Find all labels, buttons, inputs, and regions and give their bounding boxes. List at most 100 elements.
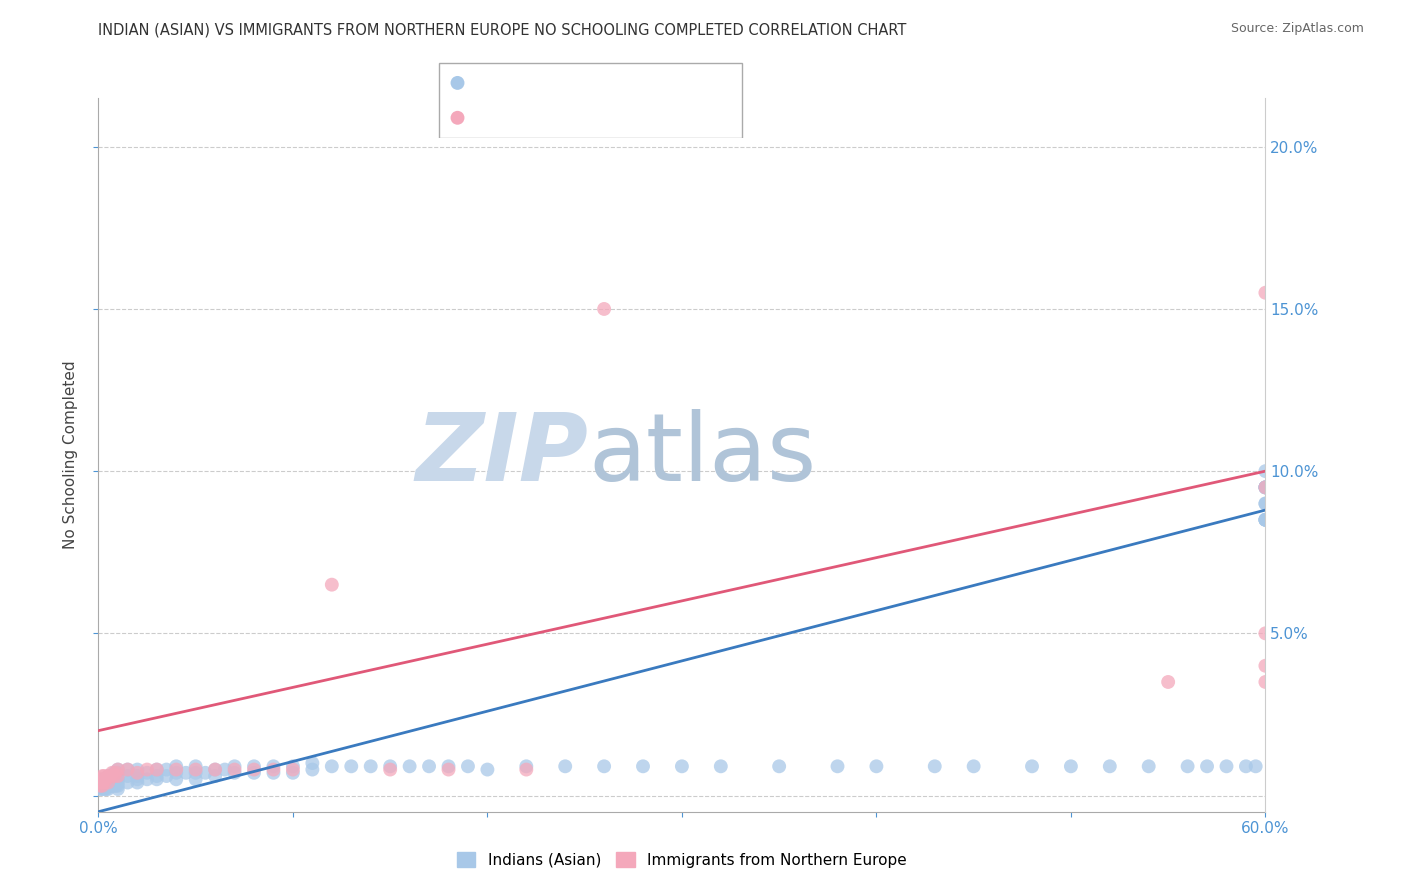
Point bbox=[117, 763, 139, 777]
Point bbox=[127, 775, 149, 789]
Y-axis label: No Schooling Completed: No Schooling Completed bbox=[63, 360, 77, 549]
Point bbox=[127, 769, 149, 783]
Point bbox=[184, 763, 207, 777]
Point bbox=[101, 779, 124, 793]
Point bbox=[136, 772, 159, 787]
Point bbox=[117, 763, 139, 777]
Point bbox=[243, 759, 266, 773]
Text: R = 0.685   N = 110: R = 0.685 N = 110 bbox=[485, 76, 668, 91]
Point bbox=[91, 779, 114, 793]
Point bbox=[1254, 480, 1277, 494]
Point bbox=[768, 759, 790, 773]
Point bbox=[360, 759, 382, 773]
Point bbox=[93, 782, 115, 797]
Point bbox=[1254, 513, 1277, 527]
Point bbox=[96, 772, 118, 787]
Point bbox=[1098, 759, 1121, 773]
Point bbox=[865, 759, 887, 773]
Point bbox=[146, 772, 169, 787]
Point bbox=[437, 763, 460, 777]
Point bbox=[97, 775, 120, 789]
Point bbox=[184, 765, 207, 780]
Point bbox=[146, 763, 169, 777]
Point bbox=[155, 763, 177, 777]
Point bbox=[98, 769, 121, 783]
Point bbox=[710, 759, 733, 773]
Point bbox=[593, 301, 616, 316]
Point bbox=[93, 779, 115, 793]
Point bbox=[962, 759, 984, 773]
Point bbox=[136, 763, 159, 777]
Point bbox=[457, 759, 479, 773]
Point bbox=[104, 772, 127, 787]
Point bbox=[224, 763, 246, 777]
Point bbox=[89, 775, 111, 789]
Text: R = 0.379   N = 39: R = 0.379 N = 39 bbox=[485, 111, 658, 126]
Point bbox=[321, 759, 343, 773]
Point bbox=[378, 759, 402, 773]
Point bbox=[104, 779, 127, 793]
Point bbox=[1060, 759, 1083, 773]
Point bbox=[262, 759, 284, 773]
Point bbox=[107, 763, 129, 777]
Point bbox=[91, 772, 114, 787]
Point bbox=[1254, 513, 1277, 527]
Point bbox=[107, 765, 129, 780]
Point bbox=[446, 76, 468, 90]
Point bbox=[101, 775, 124, 789]
Point bbox=[1254, 626, 1277, 640]
Point bbox=[136, 765, 159, 780]
Point bbox=[101, 765, 124, 780]
Point bbox=[1254, 285, 1277, 300]
Point bbox=[98, 775, 121, 789]
Point bbox=[1137, 759, 1160, 773]
Point bbox=[398, 759, 420, 773]
Point bbox=[96, 772, 118, 787]
Point bbox=[1254, 497, 1277, 511]
Text: Source: ZipAtlas.com: Source: ZipAtlas.com bbox=[1230, 22, 1364, 36]
Point bbox=[89, 775, 111, 789]
Point bbox=[89, 782, 111, 797]
Point bbox=[103, 765, 125, 780]
Point bbox=[477, 763, 499, 777]
Point bbox=[262, 763, 284, 777]
Point bbox=[98, 779, 121, 793]
Point bbox=[1254, 480, 1277, 494]
Point bbox=[93, 775, 115, 789]
Point bbox=[165, 772, 187, 787]
Point bbox=[515, 763, 537, 777]
Point bbox=[89, 779, 111, 793]
Point bbox=[127, 772, 149, 787]
Point bbox=[184, 772, 207, 787]
Point bbox=[107, 772, 129, 787]
Point bbox=[224, 759, 246, 773]
Point bbox=[117, 769, 139, 783]
Legend: Indians (Asian), Immigrants from Northern Europe: Indians (Asian), Immigrants from Norther… bbox=[450, 844, 914, 875]
Point bbox=[91, 769, 114, 783]
Point bbox=[101, 769, 124, 783]
Point bbox=[301, 756, 323, 770]
Text: atlas: atlas bbox=[589, 409, 817, 501]
Point bbox=[107, 779, 129, 793]
Point bbox=[204, 763, 226, 777]
Point bbox=[1254, 658, 1277, 673]
Point bbox=[146, 769, 169, 783]
Point bbox=[91, 782, 114, 797]
Point bbox=[96, 782, 118, 797]
Point bbox=[127, 765, 149, 780]
Point bbox=[97, 782, 120, 797]
Point bbox=[204, 769, 226, 783]
Point bbox=[194, 765, 217, 780]
Point bbox=[1177, 759, 1199, 773]
Point bbox=[1254, 480, 1277, 494]
Point bbox=[1195, 759, 1218, 773]
Point bbox=[1254, 675, 1277, 690]
Point bbox=[1254, 513, 1277, 527]
Point bbox=[93, 769, 115, 783]
Point bbox=[924, 759, 946, 773]
Point bbox=[515, 759, 537, 773]
Point bbox=[174, 765, 197, 780]
Text: ZIP: ZIP bbox=[416, 409, 589, 501]
Point bbox=[96, 779, 118, 793]
Point bbox=[301, 763, 323, 777]
